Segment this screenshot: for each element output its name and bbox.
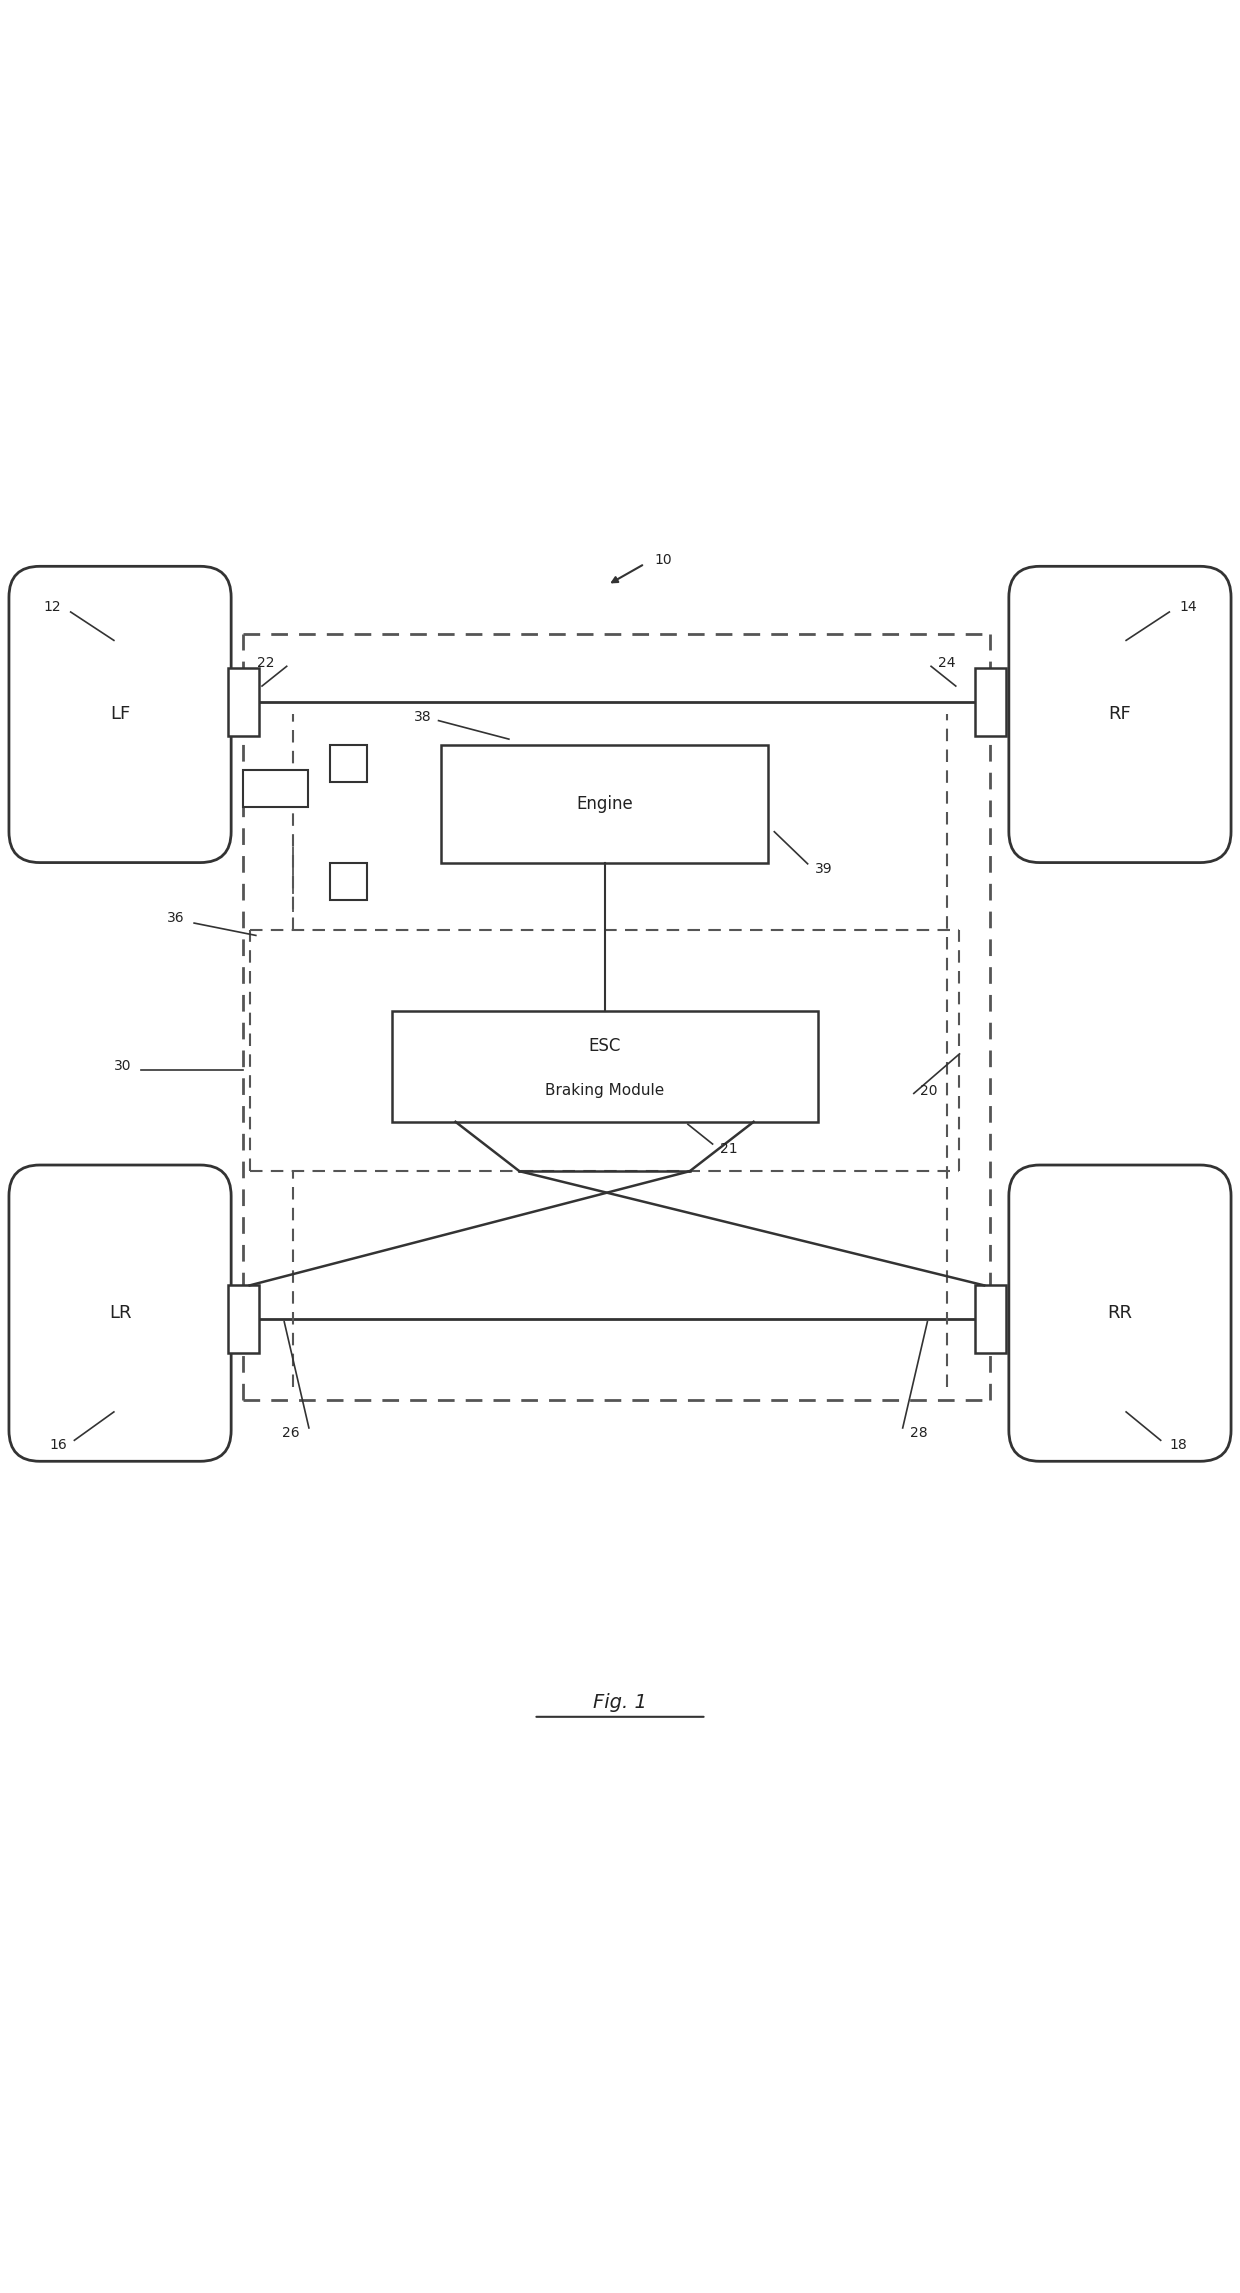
- FancyBboxPatch shape: [1009, 566, 1231, 862]
- FancyBboxPatch shape: [9, 566, 231, 862]
- Text: Fig. 1: Fig. 1: [593, 1692, 647, 1711]
- FancyBboxPatch shape: [441, 745, 768, 862]
- Text: 30: 30: [114, 1059, 131, 1073]
- Text: 26: 26: [281, 1426, 299, 1440]
- FancyBboxPatch shape: [1009, 1165, 1231, 1461]
- FancyBboxPatch shape: [975, 1286, 1006, 1353]
- FancyBboxPatch shape: [243, 770, 308, 807]
- FancyBboxPatch shape: [330, 745, 367, 782]
- FancyBboxPatch shape: [228, 1286, 259, 1353]
- Text: Engine: Engine: [577, 796, 632, 814]
- Text: 16: 16: [50, 1438, 67, 1451]
- Text: 38: 38: [414, 711, 432, 725]
- FancyBboxPatch shape: [9, 1165, 231, 1461]
- Text: LR: LR: [109, 1305, 131, 1323]
- Text: RR: RR: [1107, 1305, 1132, 1323]
- Text: RF: RF: [1109, 706, 1131, 725]
- FancyBboxPatch shape: [330, 862, 367, 899]
- Text: 14: 14: [1179, 601, 1197, 615]
- Text: 22: 22: [257, 656, 274, 670]
- Text: ESC: ESC: [589, 1036, 621, 1055]
- Text: 21: 21: [719, 1142, 738, 1156]
- FancyBboxPatch shape: [975, 667, 1006, 736]
- Text: Braking Module: Braking Module: [544, 1082, 665, 1098]
- Text: 18: 18: [1169, 1438, 1187, 1451]
- Text: 10: 10: [655, 553, 672, 566]
- Text: 24: 24: [939, 656, 956, 670]
- Text: 20: 20: [920, 1085, 937, 1098]
- FancyBboxPatch shape: [392, 1011, 817, 1121]
- Text: 36: 36: [167, 910, 185, 924]
- Text: LF: LF: [110, 706, 130, 725]
- Text: 39: 39: [815, 862, 832, 876]
- Text: 12: 12: [43, 601, 61, 615]
- FancyBboxPatch shape: [228, 667, 259, 736]
- Text: 28: 28: [910, 1426, 928, 1440]
